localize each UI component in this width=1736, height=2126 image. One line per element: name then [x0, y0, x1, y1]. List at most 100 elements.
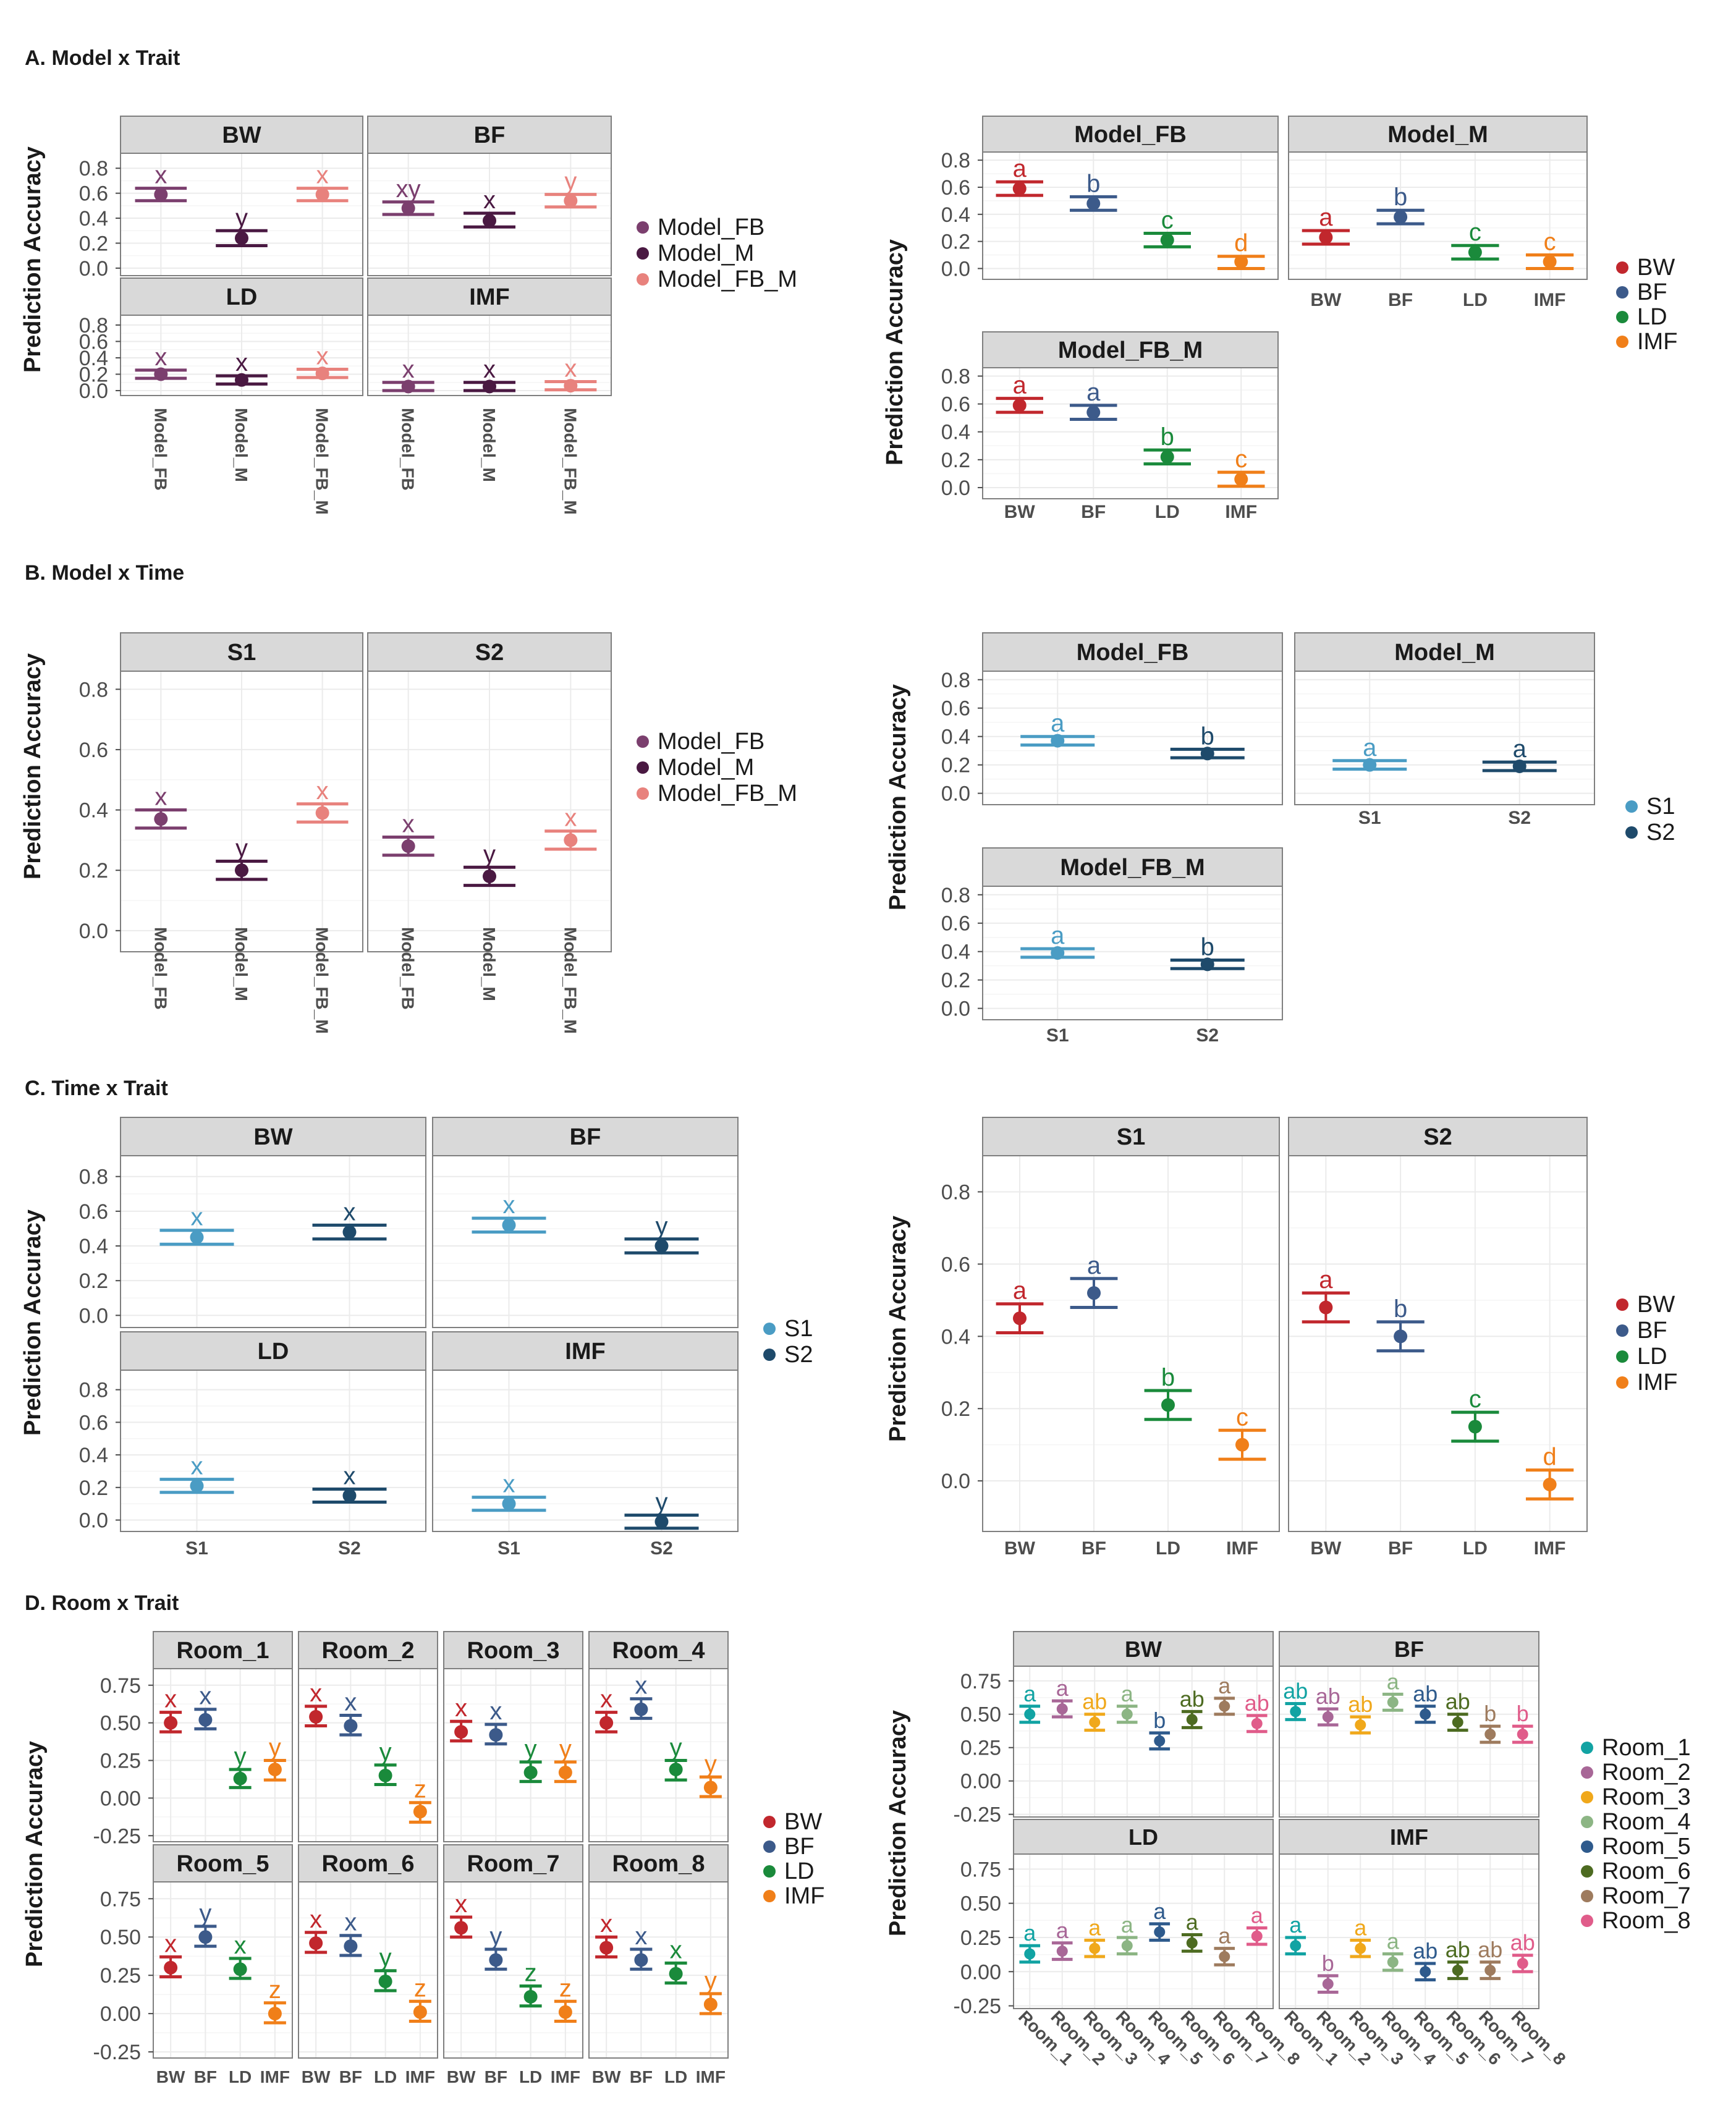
data-point [558, 1766, 572, 1779]
data-point [1161, 1398, 1175, 1412]
legend-label: Room_5 [1602, 1834, 1691, 1860]
significance-letter: x [564, 355, 577, 382]
x-tick-label: BF [339, 2067, 362, 2086]
x-tick-label: BW [156, 2067, 185, 2086]
facet-panel [443, 1668, 583, 1842]
legend-key [637, 247, 649, 260]
data-point [1121, 1708, 1133, 1720]
data-point [1087, 1286, 1101, 1300]
data-point [309, 1936, 323, 1950]
x-tick-label: BW [1004, 1538, 1036, 1559]
legend-label: S1 [784, 1316, 813, 1342]
data-point [669, 1967, 683, 1981]
significance-letter: a [1088, 1915, 1101, 1940]
facet-strip [443, 1844, 583, 1882]
significance-letter: a [1087, 1252, 1101, 1279]
x-tick-label: S2 [650, 1538, 673, 1559]
y-axis-title: Prediction Accuracy [885, 1216, 911, 1442]
data-point [315, 806, 329, 820]
legend-key [637, 787, 649, 800]
data-point [669, 1763, 683, 1777]
x-tick-label: Model_FB [399, 927, 418, 1010]
legend-key [1625, 826, 1638, 839]
data-point [401, 201, 415, 215]
x-tick-label: S1 [1358, 808, 1381, 828]
significance-letter: x [402, 356, 415, 383]
significance-letter: d [1234, 230, 1248, 257]
facet-strip [153, 1631, 293, 1669]
legend-key [763, 1816, 776, 1828]
data-point [378, 1975, 392, 1989]
facet-label: Room_8 [612, 1851, 705, 1877]
data-point [164, 1960, 178, 1975]
facet-label: Room_7 [467, 1851, 560, 1877]
data-point [1468, 245, 1482, 260]
significance-letter: ab [1446, 1689, 1470, 1714]
data-point [1234, 255, 1248, 269]
data-point [1051, 734, 1065, 748]
significance-letter: x [316, 777, 329, 805]
significance-letter: a [1218, 1923, 1231, 1949]
data-point [502, 1218, 516, 1232]
legend-label: Room_4 [1602, 1809, 1691, 1835]
legend-label: LD [1637, 304, 1667, 330]
legend-label: Model_M [658, 240, 754, 266]
facet-label: Room_5 [177, 1851, 269, 1877]
data-point [1056, 1946, 1068, 1957]
facet-panel [120, 1155, 426, 1328]
y-tick-label: 0.0 [79, 920, 108, 943]
facet-label: Model_FB_M [1060, 855, 1205, 881]
significance-letter: y [483, 841, 496, 868]
legend-label: Model_M [658, 755, 754, 781]
data-point [235, 373, 248, 387]
facet-label: LD [258, 1339, 289, 1365]
data-point [564, 833, 578, 847]
significance-letter: x [164, 1930, 177, 1957]
data-point [315, 366, 329, 381]
x-tick-label: IMF [1226, 1538, 1258, 1559]
significance-letter: y [379, 1738, 392, 1766]
facet-panel [588, 1668, 729, 1842]
x-tick-label: BW [1310, 1538, 1342, 1559]
section-title: A. Model x Trait [25, 46, 180, 70]
y-tick-label: 0.75 [960, 1858, 1001, 1881]
data-point [1219, 1950, 1230, 1962]
facet-panel [298, 1881, 438, 2059]
significance-letter: a [1013, 372, 1027, 399]
y-tick-label: 0.0 [941, 257, 970, 281]
y-tick-label: 0.2 [79, 363, 108, 387]
significance-letter: a [1319, 204, 1333, 231]
y-tick-label: 0.8 [941, 669, 970, 692]
x-tick-label: BF [1081, 502, 1106, 522]
y-tick-label: 0.4 [941, 726, 970, 749]
significance-letter: x [483, 187, 496, 214]
y-tick-label: 0.2 [941, 449, 970, 472]
data-point [268, 1763, 282, 1777]
x-tick-label: LD [1463, 1538, 1488, 1559]
y-tick-label: 0.8 [79, 1379, 108, 1402]
significance-letter: b [1201, 722, 1214, 750]
x-tick-label: LD [229, 2067, 252, 2086]
y-tick-label: 0.4 [79, 799, 108, 823]
significance-letter: ab [1316, 1683, 1340, 1709]
significance-letter: a [1387, 1929, 1400, 1954]
y-tick-label: 0.75 [960, 1670, 1001, 1693]
x-tick-label: LD [1155, 502, 1180, 522]
significance-letter: x [164, 1686, 177, 1713]
data-point [1543, 255, 1557, 269]
data-point [164, 1716, 178, 1730]
significance-letter: x [503, 1471, 515, 1498]
y-tick-label: 0.0 [79, 1509, 108, 1533]
y-tick-label: 0.0 [941, 997, 970, 1021]
legend-label: IMF [1637, 329, 1677, 355]
data-point [309, 1709, 323, 1724]
data-point [654, 1239, 669, 1253]
significance-letter: y [235, 204, 248, 231]
x-tick-label: S2 [1196, 1025, 1219, 1046]
y-tick-label: -0.25 [954, 1995, 1002, 2018]
significance-letter: b [1484, 1701, 1496, 1726]
legend-label: BW [1637, 255, 1675, 281]
